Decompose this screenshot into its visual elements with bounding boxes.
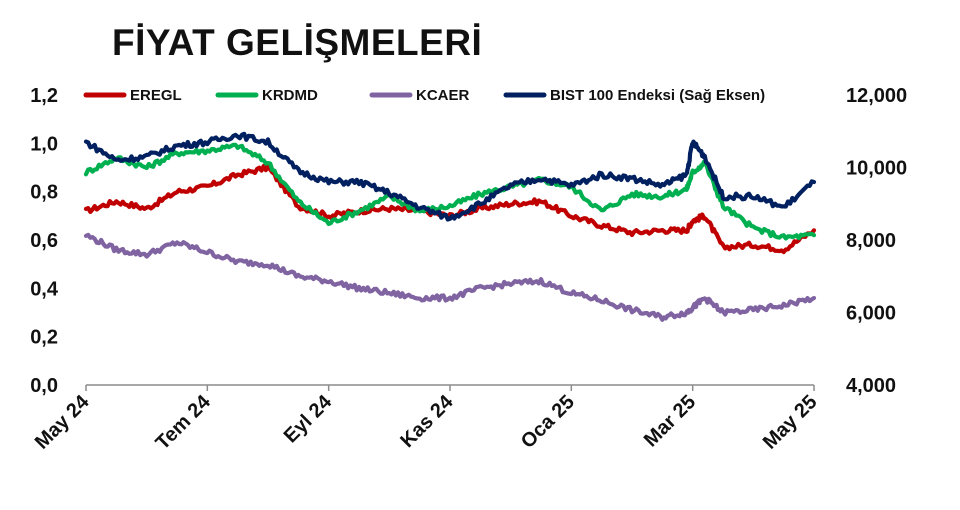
series-line-krdmd	[83, 142, 817, 241]
x-tick-label: Oca 25	[517, 391, 579, 453]
y-left-tick-label: 0,4	[30, 278, 59, 300]
y-left-tick-label: 1,2	[30, 85, 58, 107]
legend-label: KCAER	[416, 87, 470, 104]
x-tick-label: May 24	[31, 390, 94, 453]
x-tick-label: Tem 24	[152, 390, 216, 454]
series-line-kcaer	[83, 232, 817, 322]
chart-title: FİYAT GELİŞMELERİ	[112, 22, 483, 63]
y-right-tick-label: 4,000	[846, 375, 896, 397]
series-line-eregl	[83, 163, 817, 255]
axes-layer: 0,0 0,2 0,4 0,6 0,8 1,0 1,2 4,000 6,000 8,000 10,0…	[30, 85, 907, 454]
y-left-tick-label: 0,8	[30, 182, 58, 204]
x-tick-label: Kas 24	[396, 390, 458, 452]
legend: EREGL KRDMD KCAER BIST 100 Endeksi (Sağ Eks…	[83, 87, 765, 104]
series-line-bist	[83, 131, 817, 222]
legend-label: EREGL	[130, 87, 182, 104]
x-tick-label: Eyl 24	[280, 390, 337, 447]
y-right-tick-label: 8,000	[846, 230, 896, 252]
legend-label: KRDMD	[262, 87, 318, 104]
y-right-tick-label: 6,000	[846, 303, 896, 325]
x-tick-label: Mar 25	[640, 391, 700, 451]
y-left-tick-label: 1,0	[30, 133, 58, 155]
y-left-tick-label: 0,0	[30, 375, 58, 397]
y-right-tick-label: 12,000	[846, 85, 907, 107]
y-right-tick-label: 10,000	[846, 158, 907, 180]
y-left-tick-label: 0,6	[30, 230, 58, 252]
y-left-tick-label: 0,2	[30, 327, 58, 349]
x-tick-label: May 25	[759, 391, 822, 454]
series-layer	[83, 131, 817, 322]
legend-label: BIST 100 Endeksi (Sağ Eksen)	[550, 87, 765, 104]
